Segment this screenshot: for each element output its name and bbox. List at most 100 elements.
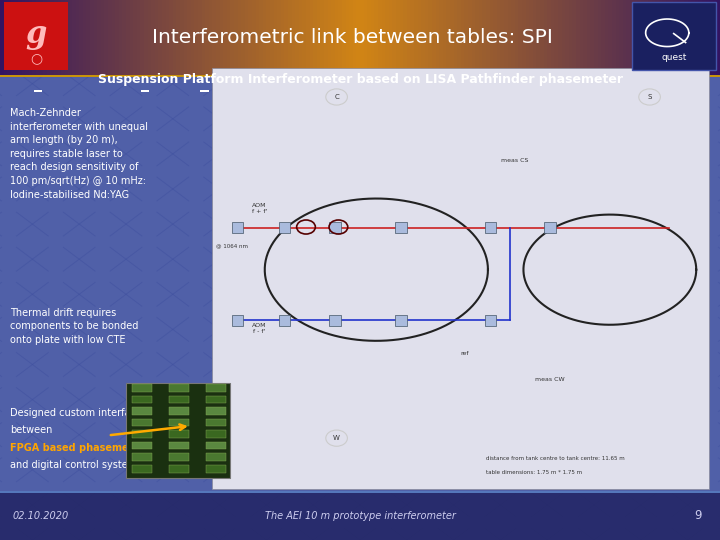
- Bar: [533, 0, 536, 75]
- Bar: [508, 0, 511, 75]
- Bar: [709, 0, 713, 75]
- Bar: [209, 0, 212, 75]
- Bar: [329, 315, 341, 326]
- Bar: [279, 315, 290, 326]
- Bar: [371, 0, 374, 75]
- Bar: [132, 407, 152, 415]
- Bar: [497, 0, 500, 75]
- Bar: [270, 0, 274, 75]
- Bar: [7, 0, 11, 75]
- Text: between: between: [10, 425, 53, 435]
- Text: C: C: [334, 94, 339, 100]
- Bar: [132, 384, 152, 392]
- Bar: [206, 419, 226, 427]
- Bar: [169, 430, 189, 438]
- Bar: [504, 0, 508, 75]
- Bar: [450, 0, 454, 75]
- Text: W: W: [333, 435, 340, 441]
- Bar: [50, 0, 54, 75]
- Bar: [328, 0, 331, 75]
- Bar: [461, 0, 464, 75]
- Bar: [378, 0, 382, 75]
- Bar: [662, 0, 666, 75]
- Text: meas CS: meas CS: [500, 158, 528, 163]
- Bar: [158, 0, 162, 75]
- Bar: [485, 315, 496, 326]
- Bar: [227, 0, 230, 75]
- Bar: [140, 0, 144, 75]
- Text: Suspension Platform Interferometer based on LISA Pathfinder phasemeter: Suspension Platform Interferometer based…: [97, 73, 623, 86]
- Bar: [698, 0, 702, 75]
- Bar: [587, 0, 590, 75]
- Text: Thermal drift requires
components to be bonded
onto plate with low CTE: Thermal drift requires components to be …: [10, 308, 138, 345]
- Bar: [266, 0, 270, 75]
- Bar: [108, 0, 112, 75]
- Bar: [612, 0, 616, 75]
- Bar: [565, 0, 569, 75]
- Bar: [148, 0, 151, 75]
- Bar: [256, 0, 259, 75]
- Text: quest: quest: [661, 53, 687, 63]
- Bar: [169, 384, 189, 392]
- Bar: [206, 407, 226, 415]
- Bar: [623, 0, 626, 75]
- Bar: [206, 454, 226, 461]
- Text: Interferometric link between tables: SPI: Interferometric link between tables: SPI: [153, 28, 553, 47]
- Text: Designed custom interface: Designed custom interface: [10, 408, 142, 418]
- Bar: [234, 0, 238, 75]
- Bar: [230, 0, 234, 75]
- Bar: [232, 222, 243, 233]
- Bar: [324, 0, 328, 75]
- Bar: [72, 0, 76, 75]
- Bar: [486, 0, 490, 75]
- Bar: [652, 0, 655, 75]
- Bar: [346, 0, 349, 75]
- Bar: [716, 0, 720, 75]
- Bar: [544, 0, 547, 75]
- Text: ○: ○: [30, 51, 42, 65]
- Bar: [536, 0, 540, 75]
- Bar: [518, 0, 522, 75]
- Bar: [126, 383, 230, 478]
- Bar: [241, 0, 245, 75]
- Text: The AEI 10 m prototype interferometer: The AEI 10 m prototype interferometer: [264, 511, 456, 521]
- Bar: [162, 0, 166, 75]
- Bar: [288, 0, 292, 75]
- Bar: [479, 0, 482, 75]
- Bar: [180, 0, 184, 75]
- Bar: [122, 0, 126, 75]
- Bar: [223, 0, 227, 75]
- Bar: [32, 0, 36, 75]
- Bar: [490, 0, 493, 75]
- Bar: [403, 0, 407, 75]
- Text: 02.10.2020: 02.10.2020: [13, 511, 69, 521]
- Bar: [317, 0, 320, 75]
- Bar: [526, 0, 529, 75]
- Bar: [626, 0, 630, 75]
- Bar: [677, 0, 680, 75]
- Bar: [468, 0, 472, 75]
- Bar: [43, 0, 47, 75]
- Text: ref: ref: [461, 352, 469, 356]
- Bar: [580, 0, 583, 75]
- Bar: [191, 0, 194, 75]
- Bar: [353, 0, 356, 75]
- Bar: [86, 0, 90, 75]
- Bar: [216, 0, 220, 75]
- Bar: [200, 90, 209, 92]
- Bar: [166, 0, 169, 75]
- Bar: [169, 396, 189, 403]
- Bar: [329, 222, 341, 233]
- Bar: [695, 0, 698, 75]
- Bar: [418, 0, 421, 75]
- Bar: [472, 0, 475, 75]
- Text: FPGA based phasemeter: FPGA based phasemeter: [10, 443, 145, 453]
- Bar: [36, 0, 40, 75]
- Text: S: S: [647, 94, 652, 100]
- Bar: [97, 0, 101, 75]
- Bar: [252, 0, 256, 75]
- Bar: [245, 0, 248, 75]
- Bar: [259, 0, 263, 75]
- Bar: [410, 0, 414, 75]
- Bar: [637, 0, 641, 75]
